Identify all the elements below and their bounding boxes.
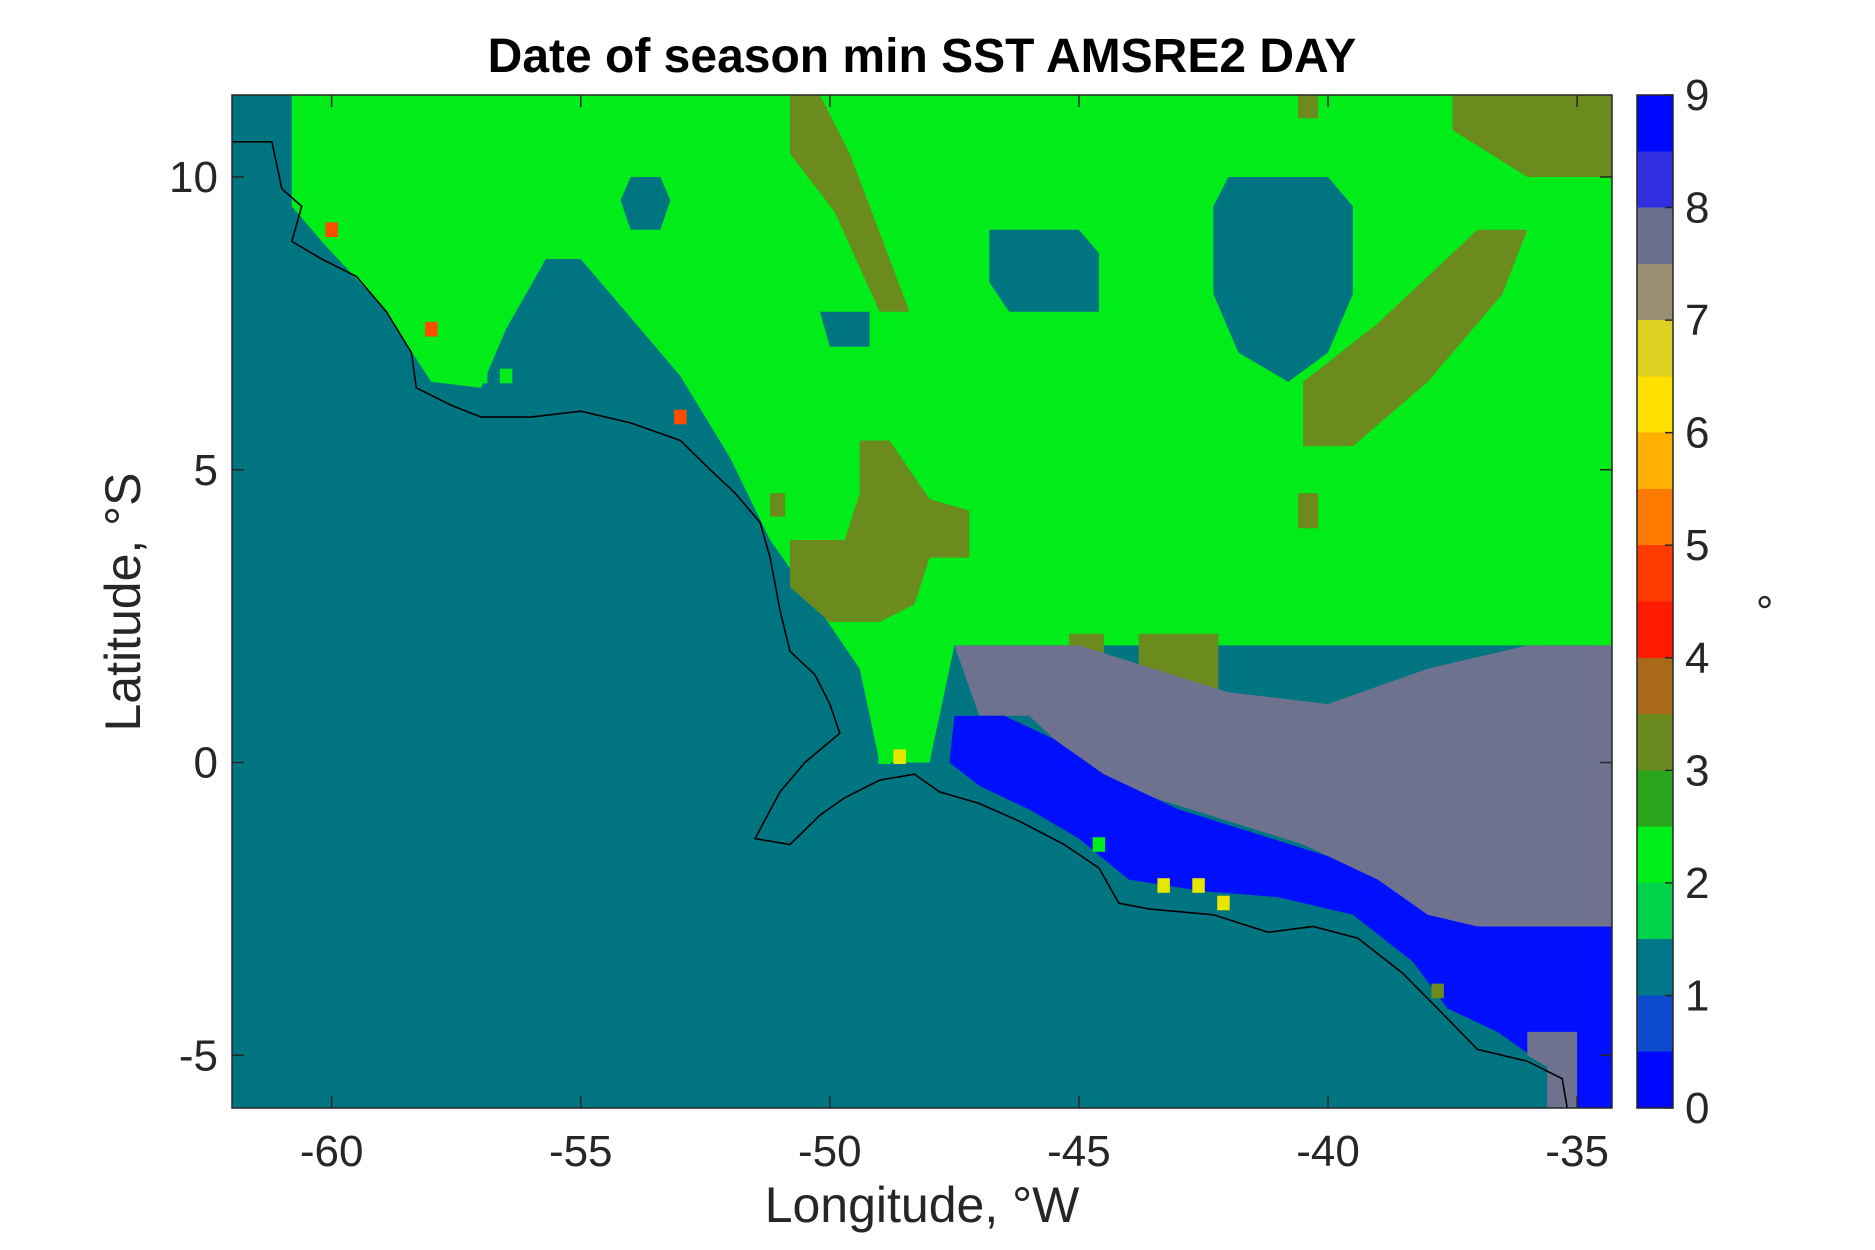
cell-value-7	[893, 749, 906, 764]
colorbar-tick-label: 7	[1685, 296, 1709, 345]
plot-area	[231, 94, 1613, 1109]
region-value-3	[1298, 493, 1319, 529]
x-tick-label: -40	[1296, 1127, 1360, 1176]
cell-value-5	[425, 321, 438, 337]
colorbar-scale	[1637, 95, 1673, 1108]
y-tick-label: -5	[179, 1031, 218, 1080]
region-value-1	[620, 177, 671, 230]
colorbar-tick-label: 6	[1685, 409, 1709, 458]
region-value-8	[954, 645, 1612, 939]
cell-value-2	[474, 368, 488, 384]
region-value-3	[790, 440, 970, 622]
region-value-9	[949, 715, 1612, 1108]
colorbar-tick-label: 2	[1685, 859, 1709, 908]
x-tick-label: -55	[549, 1127, 613, 1176]
colorbar-frame	[1636, 94, 1674, 1109]
region-value-3	[770, 493, 785, 517]
colorbar: 0 1 2 3 4 5 6 7 8 9 °	[1636, 71, 1779, 1133]
coastline	[232, 141, 1568, 1109]
y-tick-label: 10	[169, 153, 218, 202]
cell-value-5	[325, 222, 338, 237]
cell-value-7	[1217, 895, 1230, 911]
cell-value-3	[1431, 983, 1444, 999]
y-tick-label: 5	[194, 446, 218, 495]
region-value-3	[1452, 95, 1612, 177]
x-axis-label: Longitude, °W	[765, 1177, 1080, 1233]
y-axis-label: Latitude, °S	[95, 472, 151, 731]
cell-value-2	[1092, 837, 1106, 852]
cell-value-7	[1157, 878, 1170, 893]
region-value-1	[989, 229, 1099, 312]
cell-value-2	[878, 749, 891, 764]
colorbar-unit: °	[1730, 593, 1779, 611]
region-value-3	[1298, 95, 1319, 119]
plot-frame	[231, 94, 1613, 1109]
colorbar-tick-label: 4	[1685, 634, 1709, 683]
x-axis: -60 -55 -50 -45 -40 -35	[300, 95, 1609, 1176]
colorbar-tick-label: 0	[1685, 1084, 1709, 1133]
colorbar-tick-label: 5	[1685, 521, 1709, 570]
region-value-1	[819, 311, 870, 347]
region-value-3	[790, 95, 910, 312]
cell-value-5	[674, 409, 687, 425]
x-tick-label: -45	[1047, 1127, 1111, 1176]
region-value-3	[1303, 229, 1528, 447]
colorbar-ticks: 0 1 2 3 4 5 6 7 8 9	[1636, 71, 1709, 1133]
region-value-1	[1213, 177, 1353, 382]
y-tick-label: 0	[194, 739, 218, 788]
y-axis: -5 0 5 10	[169, 153, 1612, 1080]
x-tick-label: -50	[798, 1127, 862, 1176]
colorbar-tick-label: 9	[1685, 71, 1709, 120]
cell-value-2	[499, 368, 513, 384]
chart-title: Date of season min SST AMSRE2 DAY	[488, 30, 1357, 83]
colorbar-tick-label: 3	[1685, 746, 1709, 795]
cell-value-7	[1192, 878, 1205, 893]
colorbar-tick-label: 1	[1685, 971, 1709, 1020]
x-tick-label: -60	[300, 1127, 364, 1176]
heatmap-cells	[325, 222, 1444, 999]
heatmap-regions	[291, 95, 1612, 1108]
x-tick-label: -35	[1545, 1127, 1609, 1176]
colorbar-tick-label: 8	[1685, 184, 1709, 233]
